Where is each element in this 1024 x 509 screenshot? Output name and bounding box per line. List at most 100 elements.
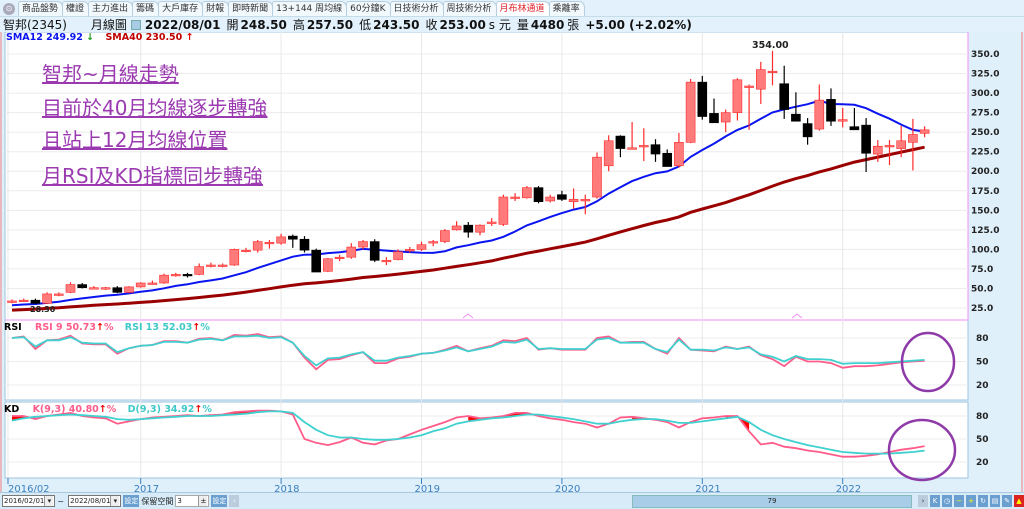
print-icon[interactable]: ▤ bbox=[990, 495, 1000, 507]
tab-8[interactable]: 60分鐘K bbox=[346, 1, 391, 16]
candle-body bbox=[276, 236, 286, 244]
volume-label: 量 bbox=[516, 18, 529, 32]
refresh-icon[interactable]: ↻ bbox=[978, 495, 988, 507]
candlestick bbox=[545, 194, 556, 203]
y-tick-label: 350.0 bbox=[971, 50, 999, 60]
change-value: +5.00 (+2.02%) bbox=[585, 17, 692, 32]
y-tick-label: 100.0 bbox=[971, 245, 999, 255]
candle-body bbox=[744, 85, 754, 88]
candle-body bbox=[194, 266, 204, 275]
candle-body bbox=[568, 199, 579, 203]
candle-body bbox=[358, 241, 368, 248]
zoom-out-icon[interactable]: − bbox=[954, 495, 964, 507]
candle-body bbox=[510, 196, 520, 199]
tab-0[interactable]: 商品盤勢 bbox=[18, 1, 64, 16]
candlestick bbox=[334, 254, 345, 262]
candle-body bbox=[486, 221, 497, 224]
scroll-right-icon[interactable]: › bbox=[918, 495, 928, 507]
quote-info-bar: 智邦(2345) 月線圖 2022/08/01 開 248.50 高 257.50 … bbox=[0, 17, 1024, 32]
sma40-line bbox=[11, 145, 925, 312]
tab-4[interactable]: 大戶庫存 bbox=[158, 1, 204, 16]
candlestick bbox=[112, 286, 123, 294]
candle-body bbox=[685, 81, 696, 143]
candle-body bbox=[674, 142, 684, 167]
scroll-left-icon[interactable]: ‹ bbox=[229, 495, 240, 507]
y-tick-label: 275.0 bbox=[971, 109, 999, 119]
candlestick bbox=[463, 222, 474, 238]
candlestick bbox=[30, 298, 41, 305]
start-date-select[interactable]: 2016/02/01 ▾ bbox=[2, 495, 56, 507]
period-dropdown-icon[interactable] bbox=[130, 19, 141, 30]
chevron-down-icon: ▾ bbox=[110, 496, 120, 506]
candlestick bbox=[755, 61, 766, 105]
candlestick bbox=[451, 221, 462, 231]
keep-space-value: 3 bbox=[177, 497, 182, 505]
y-tick-label: 175.0 bbox=[971, 187, 999, 197]
tab-11[interactable]: 月布林通道 bbox=[495, 1, 550, 16]
end-date-select[interactable]: 2022/08/01 ▾ bbox=[68, 495, 122, 507]
candlestick bbox=[252, 240, 263, 253]
tab-1[interactable]: 權證 bbox=[62, 1, 90, 16]
tab-5[interactable]: 財報 bbox=[202, 1, 230, 16]
chevron-down-icon: ▾ bbox=[44, 496, 54, 506]
sma12-down-arrow-icon: ↓ bbox=[86, 32, 95, 43]
alert-bell-icon[interactable]: ▲ bbox=[1014, 495, 1024, 507]
rsi9-value: RSI 9 50.73 bbox=[35, 322, 96, 333]
low-value: 243.50 bbox=[373, 17, 420, 32]
candle-body bbox=[837, 119, 848, 122]
candlestick bbox=[486, 218, 497, 226]
keep-space-input[interactable]: 3 ± bbox=[175, 495, 210, 507]
candlestick bbox=[779, 65, 790, 119]
candlestick bbox=[428, 240, 439, 247]
tab-12[interactable]: 乘離率 bbox=[548, 1, 585, 16]
candlestick bbox=[685, 79, 696, 144]
candlestick bbox=[299, 236, 310, 253]
tab-2[interactable]: 主力進出 bbox=[88, 1, 134, 16]
candle-body bbox=[767, 70, 778, 74]
sma40-value: SMA40 230.50 bbox=[105, 32, 183, 43]
candle-body bbox=[896, 140, 907, 149]
open-value: 248.50 bbox=[240, 17, 287, 32]
candle-body bbox=[791, 113, 801, 122]
zoom-in-icon[interactable]: + bbox=[966, 495, 976, 507]
tab-6[interactable]: 即時新聞 bbox=[228, 1, 274, 16]
horizontal-scrollbar[interactable]: 79 bbox=[632, 494, 912, 508]
candle-body bbox=[30, 299, 41, 304]
sma40-up-arrow-icon: ↑ bbox=[185, 32, 194, 43]
home-icon[interactable]: ⊙ bbox=[3, 3, 15, 15]
tab-9[interactable]: 日技術分析 bbox=[389, 1, 444, 16]
marker-icon bbox=[462, 313, 474, 319]
close-label: 收 bbox=[425, 18, 438, 32]
tab-7[interactable]: 13+144 周均線 bbox=[272, 1, 348, 16]
candle-body bbox=[709, 113, 719, 124]
candlestick bbox=[744, 84, 754, 130]
candlestick bbox=[217, 263, 228, 268]
first-page-icon[interactable]: K bbox=[930, 495, 940, 507]
candle-body bbox=[416, 244, 427, 250]
candle-body bbox=[872, 145, 883, 155]
candle-body bbox=[264, 242, 275, 245]
range-separator: ~ bbox=[57, 496, 65, 506]
candle-body bbox=[615, 135, 626, 149]
candle-body bbox=[252, 241, 263, 251]
y-tick-label: 325.0 bbox=[971, 70, 999, 80]
candle-body bbox=[206, 264, 216, 267]
keep-space-apply-button[interactable]: 設定 bbox=[211, 495, 228, 507]
candle-body bbox=[299, 238, 310, 251]
rsi13-value: RSI 13 52.03 bbox=[124, 322, 193, 333]
candlestick bbox=[826, 88, 836, 126]
candlestick bbox=[287, 234, 298, 248]
rsi-title: RSI bbox=[4, 322, 22, 333]
apply-range-button[interactable]: 設定 bbox=[123, 495, 140, 507]
candle-body bbox=[557, 194, 567, 200]
pen-icon[interactable]: ✎ bbox=[1002, 495, 1012, 507]
tab-3[interactable]: 籌碼 bbox=[132, 1, 160, 16]
candle-body bbox=[65, 284, 76, 293]
candle-body bbox=[381, 260, 392, 263]
candlestick bbox=[849, 107, 860, 131]
spinner-icon[interactable]: ± bbox=[198, 496, 208, 506]
tab-10[interactable]: 周技術分析 bbox=[442, 1, 497, 16]
clock-icon[interactable]: ◷ bbox=[942, 495, 952, 507]
candlestick bbox=[638, 128, 649, 162]
